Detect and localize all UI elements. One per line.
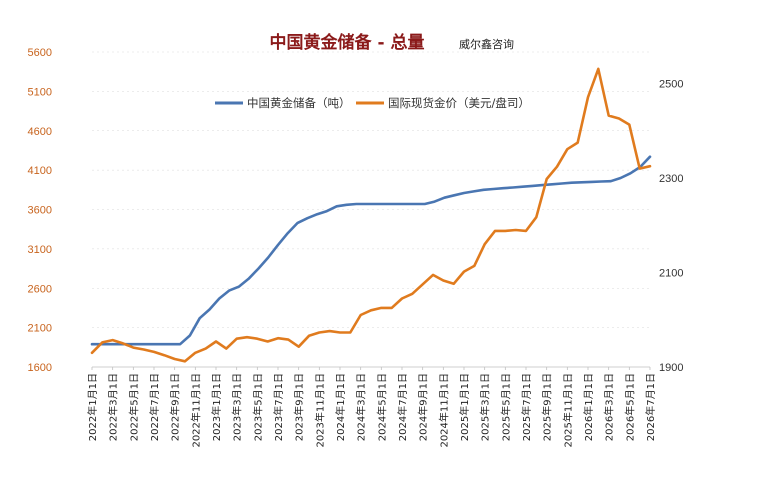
- x-tick-label: 2026年3月1日: [603, 373, 616, 441]
- x-axis-ticks: 2022年1月1日 2022年3月1日 2022年5月1日 2022年7月1日 2022…: [86, 367, 657, 448]
- x-tick-label: 2025年11月1日: [561, 373, 574, 448]
- series-lines: [90, 67, 652, 363]
- right-tick-label: 2300: [659, 173, 683, 185]
- left-tick-label: 3600: [28, 205, 52, 217]
- x-tick-label: 2024年1月1日: [334, 373, 347, 441]
- legend-label-reserves: 中国黄金储备（吨）: [247, 96, 351, 110]
- left-tick-label: 1600: [28, 362, 52, 374]
- left-tick-label: 2100: [28, 323, 52, 335]
- legend: 中国黄金储备（吨） 国际现货金价（美元/盘司）: [215, 96, 530, 110]
- x-tick-label: 2022年9月1日: [169, 373, 182, 441]
- chart-title: 中国黄金储备 - 总量: [270, 32, 425, 53]
- chart-subtitle: 威尔鑫咨询: [459, 37, 514, 51]
- left-tick-label: 2600: [28, 283, 52, 295]
- x-tick-label: 2025年9月1日: [541, 373, 554, 441]
- left-tick-label: 4600: [28, 126, 52, 138]
- x-tick-label: 2024年7月1日: [396, 373, 409, 441]
- left-tick-label: 5100: [28, 86, 52, 98]
- right-axis-ticks: 1900 2100 2300 2500: [659, 79, 683, 374]
- x-tick-label: 2022年11月1日: [189, 373, 202, 448]
- right-tick-label: 1900: [659, 362, 683, 374]
- x-tick-label: 2023年3月1日: [231, 373, 244, 441]
- x-tick-label: 2025年7月1日: [520, 373, 533, 441]
- x-tick-label: 2022年5月1日: [127, 373, 140, 441]
- legend-label-price: 国际现货金价（美元/盘司）: [388, 96, 530, 110]
- right-tick-label: 2500: [659, 79, 683, 91]
- x-tick-label: 2024年3月1日: [355, 373, 368, 441]
- x-tick-label: 2023年5月1日: [251, 373, 264, 441]
- left-axis-ticks: 1600 2100 2600 3100 3600 4100 4600 5100 5600: [28, 47, 52, 374]
- x-tick-label: 2025年1月1日: [458, 373, 471, 441]
- x-tick-label: 2026年7月1日: [644, 373, 657, 441]
- x-tick-label: 2023年9月1日: [293, 373, 306, 441]
- x-tick-label: 2025年3月1日: [479, 373, 492, 441]
- x-tick-label: 2025年5月1日: [499, 373, 512, 441]
- x-tick-label: 2023年11月1日: [313, 373, 326, 448]
- x-tick-label: 2024年5月1日: [375, 373, 388, 441]
- left-tick-label: 3100: [28, 244, 52, 256]
- x-tick-label: 2026年5月1日: [623, 373, 636, 441]
- right-tick-label: 2100: [659, 268, 683, 280]
- series-line-price: [90, 67, 652, 363]
- x-tick-label: 2022年1月1日: [86, 373, 99, 441]
- left-tick-label: 4100: [28, 165, 52, 177]
- left-tick-label: 5600: [28, 47, 52, 59]
- x-tick-label: 2022年7月1日: [148, 373, 161, 441]
- x-tick-label: 2022年3月1日: [107, 373, 120, 441]
- x-tick-label: 2026年1月1日: [582, 373, 595, 441]
- grid-lines: [92, 51, 650, 368]
- x-tick-label: 2024年9月1日: [417, 373, 430, 441]
- x-tick-label: 2023年1月1日: [210, 373, 223, 441]
- x-tick-label: 2023年7月1日: [272, 373, 285, 441]
- series-line-reserves: [90, 155, 652, 346]
- x-tick-label: 2024年11月1日: [437, 373, 450, 448]
